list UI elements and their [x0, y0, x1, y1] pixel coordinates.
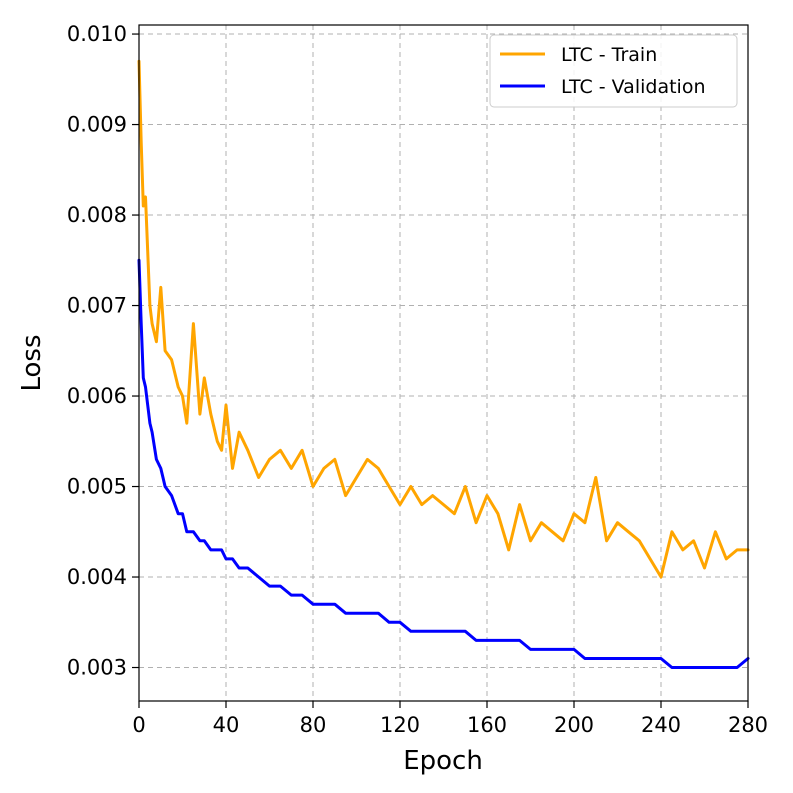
y-tick-label: 0.004	[67, 565, 127, 589]
tick-labels: 0 40 80 120 160 200 240 280 0.003 0.004 0.005 0.006…	[67, 22, 768, 737]
grid	[138, 25, 749, 701]
legend-label-train: LTC - Train	[561, 44, 657, 66]
x-tick-label: 80	[300, 713, 327, 737]
y-axis-label: Loss	[17, 334, 47, 391]
x-tick-label: 160	[467, 713, 507, 737]
x-tick-label: 240	[641, 713, 681, 737]
y-tick-label: 0.009	[67, 113, 127, 137]
y-tick-label: 0.007	[67, 294, 127, 318]
plot-frame	[138, 24, 749, 702]
x-tick-label: 120	[380, 713, 420, 737]
train-series-line	[137, 59, 750, 579]
series-layer	[137, 59, 750, 669]
legend-box	[489, 34, 738, 108]
y-tick-label: 0.003	[67, 656, 127, 680]
validation-series-line	[137, 258, 750, 669]
x-tick-label: 0	[132, 713, 145, 737]
y-tick-label: 0.010	[67, 22, 127, 46]
legend: LTC - Train LTC - Validation	[489, 34, 738, 108]
y-tick-label: 0.008	[67, 203, 127, 227]
x-tick-label: 280	[728, 713, 768, 737]
x-tick-label: 40	[213, 713, 240, 737]
x-axis-label: Epoch	[403, 746, 483, 776]
legend-label-validation: LTC - Validation	[561, 76, 706, 98]
ticks	[132, 33, 749, 708]
x-tick-label: 200	[554, 713, 594, 737]
y-tick-label: 0.006	[67, 384, 127, 408]
y-tick-label: 0.005	[67, 475, 127, 499]
